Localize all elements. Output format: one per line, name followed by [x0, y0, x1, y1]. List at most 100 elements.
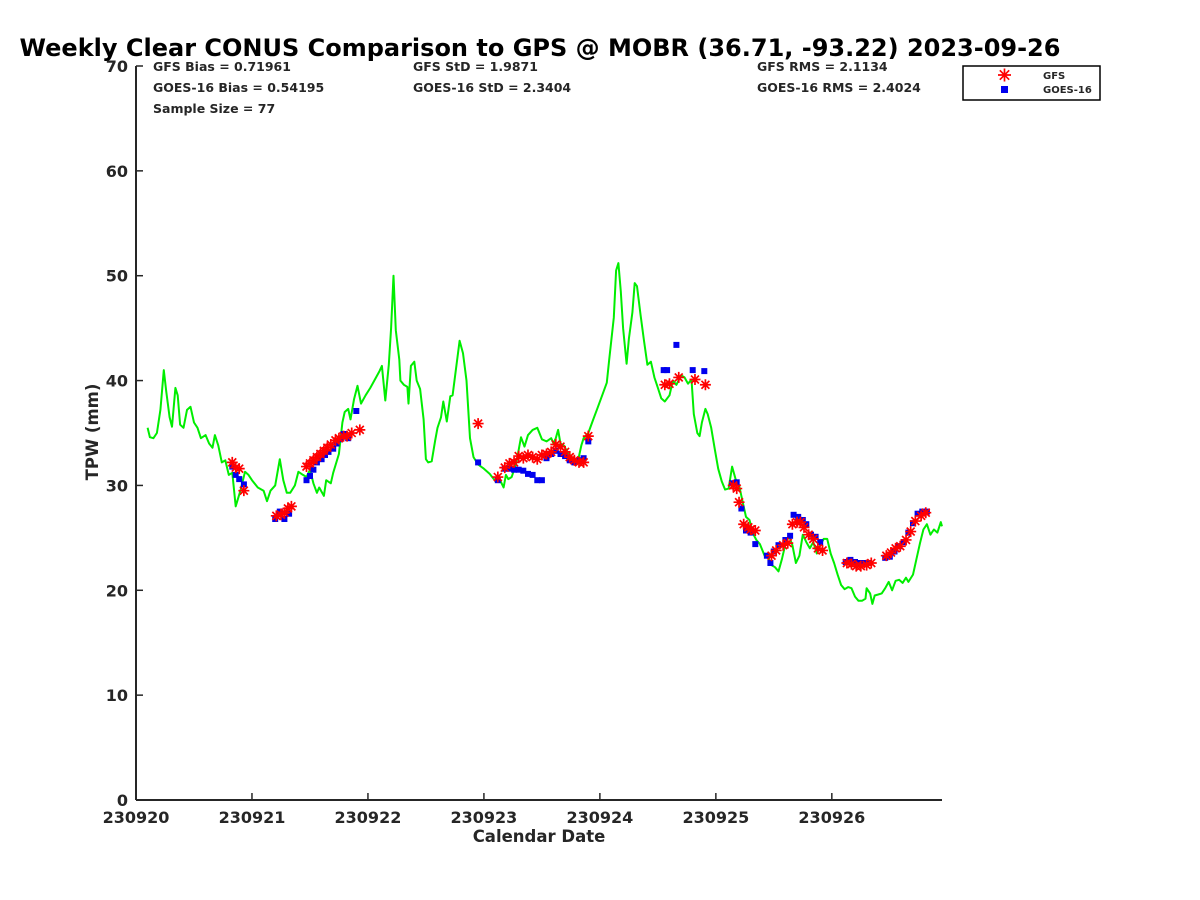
gfs-point: [909, 515, 921, 527]
y-tick-label: 20: [106, 581, 128, 600]
y-tick-label: 0: [117, 791, 128, 810]
gfs-point: [517, 452, 529, 464]
legend-box: [962, 65, 1101, 101]
gfs-point: [559, 446, 571, 458]
x-tick-label: 230924: [566, 808, 633, 827]
gfs-point: [554, 441, 566, 453]
goes16-point: [534, 477, 541, 484]
y-tick-label: 70: [106, 57, 128, 76]
goes16-point: [795, 513, 802, 520]
y-tick-label: 50: [106, 267, 128, 286]
goes16-point: [767, 560, 774, 566]
gfs-point: [880, 550, 892, 562]
gfs-point: [550, 439, 562, 451]
goes16-point: [852, 559, 858, 565]
x-tick-label: 230920: [103, 808, 170, 827]
gfs-point: [503, 457, 515, 469]
gfs-point: [341, 430, 353, 442]
gfs-std-stat: GFS StD = 1.9871: [413, 59, 538, 74]
gfs-point: [738, 518, 750, 530]
goes16-point: [333, 440, 340, 447]
goes16-point: [325, 448, 332, 455]
gfs-point: [731, 483, 743, 495]
gfs-point: [531, 453, 543, 465]
gfs-point: [226, 456, 238, 468]
gfs-point: [275, 509, 287, 521]
y-tick-label: 30: [106, 476, 128, 495]
gfs-point: [905, 526, 917, 538]
y-tick-label: 60: [106, 162, 128, 181]
gfs-point: [472, 418, 484, 430]
gfs-point: [841, 557, 853, 569]
gfs-point: [673, 371, 685, 383]
gfs-bias-stat: GFS Bias = 0.71961: [153, 59, 291, 74]
goes16-point: [232, 471, 239, 478]
goes16-point: [515, 466, 522, 473]
gfs-point: [803, 529, 815, 541]
goes16-point: [236, 476, 243, 483]
gfs-point: [346, 427, 358, 439]
gfs-point: [733, 496, 745, 508]
goes16-point: [240, 481, 247, 488]
legend-gfs-label: GFS: [1043, 71, 1065, 82]
gfs-point: [786, 518, 798, 530]
gfs-point: [513, 450, 525, 462]
goes16-point: [790, 511, 797, 518]
gfs-series: [226, 371, 932, 572]
stats-block: GFS Bias = 0.71961 GOES-16 Bias = 0.5419…: [153, 59, 921, 116]
gfs-point: [846, 558, 858, 570]
x-tick-label: 230921: [219, 808, 286, 827]
goes-std-stat: GOES-16 StD = 2.3404: [413, 80, 571, 95]
goes16-point: [286, 510, 293, 517]
goes16-point: [905, 529, 912, 536]
goes16-point: [520, 467, 527, 474]
goes-rms-stat: GOES-16 RMS = 2.4024: [757, 80, 921, 95]
y-tick-label: 10: [106, 686, 128, 705]
gfs-point: [564, 451, 576, 463]
gfs-point: [782, 537, 794, 549]
goes16-point: [752, 541, 759, 548]
gfs-point: [900, 534, 912, 546]
gfs-point: [270, 510, 282, 522]
legend-goes-label: GOES-16: [1043, 85, 1092, 96]
goes16-point: [914, 510, 921, 517]
x-tick-label: 230926: [798, 808, 865, 827]
goes-bias-stat: GOES-16 Bias = 0.54195: [153, 80, 324, 95]
gfs-point: [865, 557, 877, 569]
gfs-rms-stat: GFS RMS = 2.1134: [757, 59, 888, 74]
goes16-point: [529, 471, 536, 478]
gfs-point: [777, 539, 789, 551]
gfs-point: [798, 521, 810, 533]
gfs-point: [325, 439, 337, 451]
gfs-point: [915, 510, 927, 522]
gfs-point: [545, 446, 557, 458]
gfs-point: [749, 525, 761, 537]
chart-title: Weekly Clear CONUS Comparison to GPS @ M…: [20, 34, 1061, 62]
goes16-point: [660, 367, 667, 374]
goes16-point: [272, 516, 279, 522]
legend: GFS GOES-16: [962, 65, 1101, 101]
gfs-point: [522, 449, 534, 461]
goes16-point: [525, 470, 531, 477]
gfs-point: [745, 523, 757, 535]
gfs-point: [568, 454, 580, 466]
goes16-point: [701, 368, 708, 375]
goes16-point: [303, 477, 310, 484]
goes16-point: [353, 408, 360, 414]
gfs-point: [770, 544, 782, 556]
gfs-point: [238, 485, 250, 497]
gfs-point: [333, 432, 345, 444]
gfs-point: [582, 430, 594, 442]
goes16-point: [511, 466, 518, 473]
gfs-point: [354, 424, 366, 436]
gfs-point: [536, 449, 548, 461]
goes16-point: [322, 452, 328, 458]
legend-goes-square-icon: [1001, 86, 1008, 93]
gfs-point: [230, 462, 242, 474]
axes: 0 10 20 30 40 50 60 70 230920 230921 230922 230923 2…: [103, 57, 942, 827]
goes16-point: [673, 341, 680, 348]
goes16-point: [307, 473, 313, 479]
goes16-point: [552, 447, 559, 454]
gfs-point: [807, 533, 819, 545]
